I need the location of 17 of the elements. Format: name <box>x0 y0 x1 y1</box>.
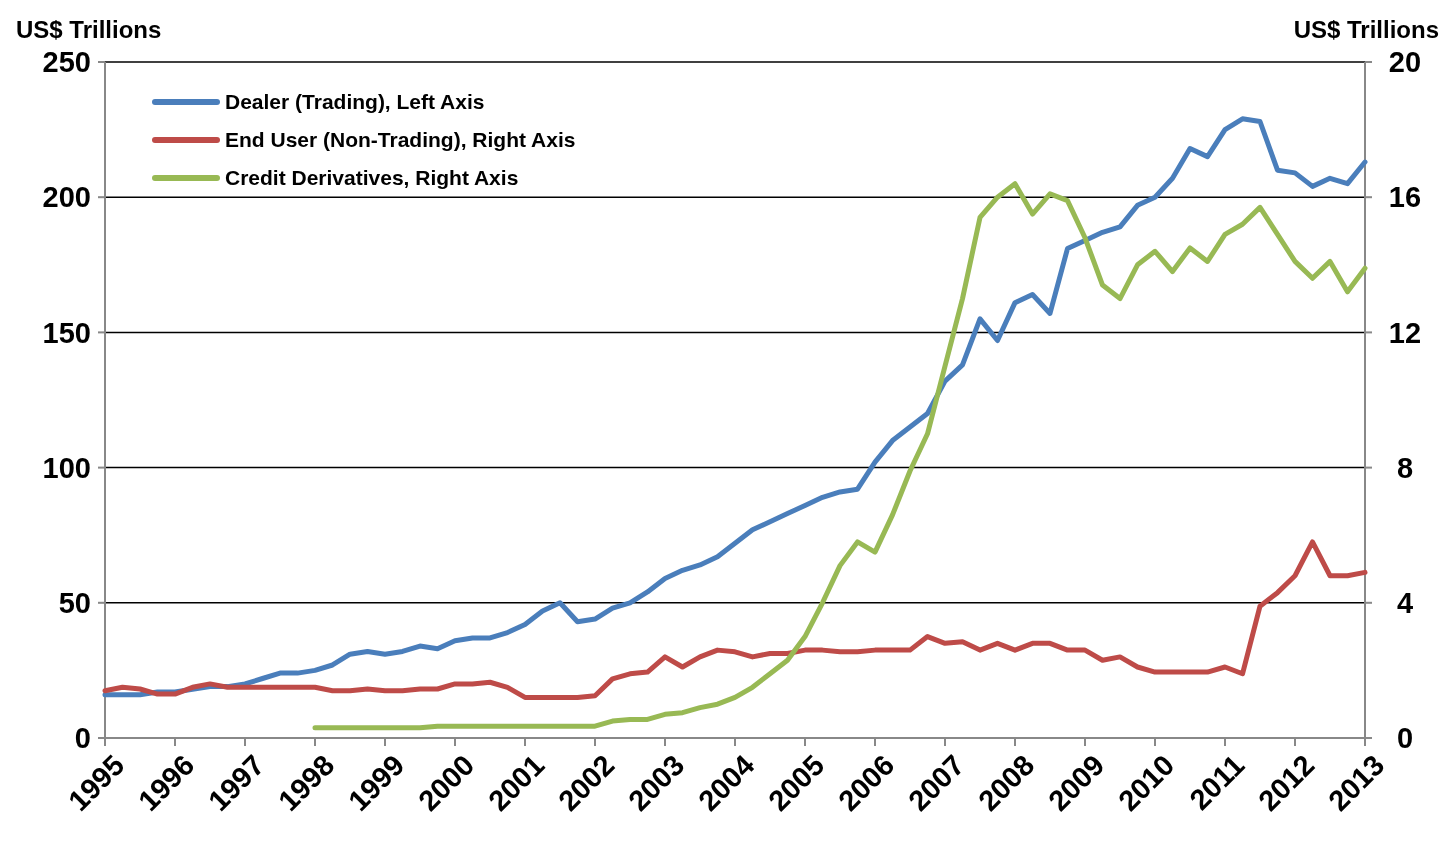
y2-tick-label: 0 <box>1396 722 1414 755</box>
y-tick-label: 150 <box>42 316 91 349</box>
y2-axis-title: US$ Trillions <box>1293 16 1439 43</box>
legend-label: End User (Non-Trading), Right Axis <box>225 128 576 152</box>
y2-tick-label: 8 <box>1396 451 1414 484</box>
y2-tick-label: 20 <box>1388 46 1422 79</box>
y-tick-label: 0 <box>74 722 91 755</box>
y-tick-label: 200 <box>42 181 91 214</box>
y2-tick-label: 16 <box>1388 181 1422 214</box>
y2-tick-label: 4 <box>1396 586 1414 619</box>
y2-tick-label: 12 <box>1388 316 1422 349</box>
legend-label: Credit Derivatives, Right Axis <box>225 166 519 190</box>
y-tick-label: 250 <box>42 46 91 79</box>
y-tick-label: 100 <box>42 451 91 484</box>
y-tick-label: 50 <box>58 586 91 619</box>
y-axis-title: US$ Trillions <box>16 16 162 43</box>
legend-label: Dealer (Trading), Left Axis <box>225 90 485 114</box>
